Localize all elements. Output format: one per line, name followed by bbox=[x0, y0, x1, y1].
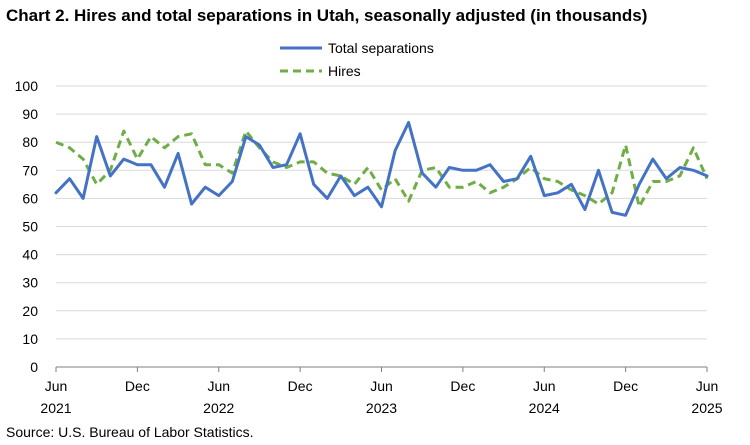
y-tick-label: 80 bbox=[22, 134, 38, 150]
series-line-hires bbox=[55, 129, 709, 209]
x-tick-label: Dec bbox=[450, 378, 475, 394]
series-line-total-separations bbox=[54, 121, 709, 217]
y-tick-label: 70 bbox=[22, 162, 38, 178]
x-tick-label: Jun bbox=[45, 378, 68, 394]
legend-label: Hires bbox=[328, 63, 361, 79]
line-chart: 0 10 20 30 40 50 60 70 80 90 100 Jun 2021 Dec Jun 2022 D… bbox=[15, 40, 723, 416]
x-tick-label: Jun bbox=[207, 378, 230, 394]
y-tick-label: 60 bbox=[22, 190, 38, 206]
x-tick-label: Jun bbox=[370, 378, 393, 394]
x-tick-label: Jun bbox=[696, 378, 719, 394]
chart-title: Chart 2. Hires and total separations in … bbox=[6, 6, 648, 25]
y-tick-label: 0 bbox=[30, 359, 38, 375]
x-tick-year-label: 2025 bbox=[691, 400, 722, 416]
y-tick-label: 10 bbox=[22, 331, 38, 347]
y-tick-label: 20 bbox=[22, 303, 38, 319]
x-tick-label: Dec bbox=[125, 378, 150, 394]
x-tick-year-label: 2023 bbox=[366, 400, 397, 416]
y-tick-label: 50 bbox=[22, 219, 38, 235]
x-tick-year-label: 2024 bbox=[529, 400, 560, 416]
x-tick-label: Jun bbox=[533, 378, 556, 394]
source-note: Source: U.S. Bureau of Labor Statistics. bbox=[6, 424, 254, 440]
y-tick-label: 90 bbox=[22, 106, 38, 122]
y-tick-label: 100 bbox=[15, 78, 39, 94]
x-tick-year-label: 2021 bbox=[40, 400, 71, 416]
y-tick-label: 40 bbox=[22, 247, 38, 263]
x-tick-year-label: 2022 bbox=[203, 400, 234, 416]
legend-label: Total separations bbox=[328, 40, 434, 56]
y-tick-label: 30 bbox=[22, 275, 38, 291]
x-tick-label: Dec bbox=[613, 378, 638, 394]
x-tick-label: Dec bbox=[288, 378, 313, 394]
